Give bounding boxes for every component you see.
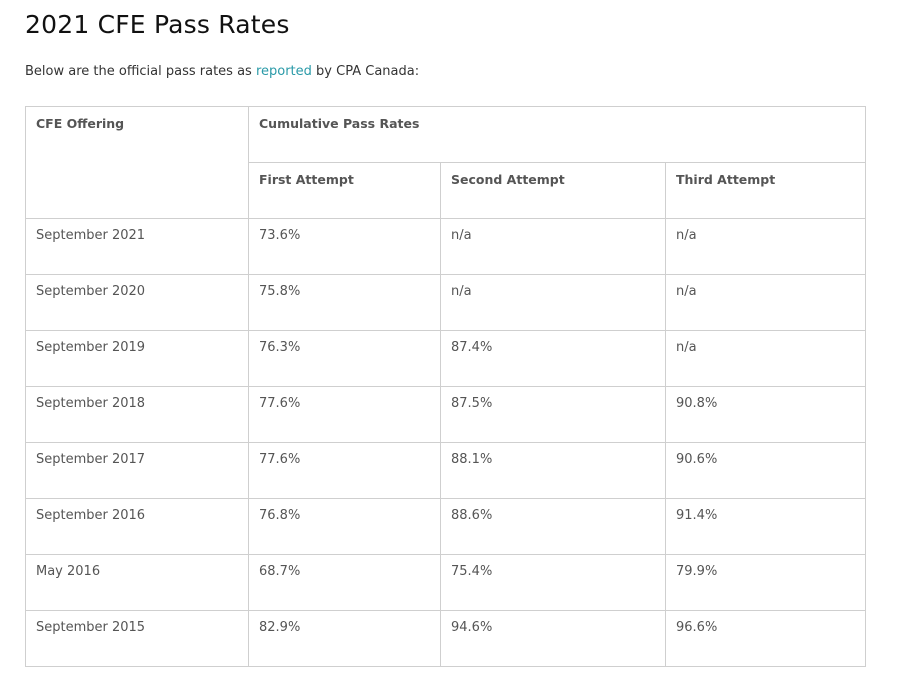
table-cell: n/a: [665, 218, 866, 275]
table-cell: 68.7%: [248, 554, 441, 611]
table-cell: n/a: [665, 330, 866, 387]
table-cell: 75.4%: [440, 554, 666, 611]
header-cell: Second Attempt: [440, 162, 666, 219]
intro: Below are the official pass rates as rep…: [25, 64, 419, 79]
table-row: September 2017 77.6% 88.1% 90.6%: [25, 442, 866, 499]
table-cell: September 2021: [25, 218, 249, 275]
table-row: September 2018 77.6% 87.5% 90.8%: [25, 386, 866, 443]
table-head: CFE Offering Cumulative Pass Rates First…: [25, 106, 866, 219]
table-cell: 75.8%: [248, 274, 441, 331]
table-cell: 91.4%: [665, 498, 866, 555]
table-row: September 2019 76.3% 87.4% n/a: [25, 330, 866, 387]
table-cell: n/a: [665, 274, 866, 331]
table-cell: September 2016: [25, 498, 249, 555]
table-cell: 76.8%: [248, 498, 441, 555]
table-cell: 77.6%: [248, 386, 441, 443]
table-cell: 76.3%: [248, 330, 441, 387]
page-title: 2021 CFE Pass Rates: [25, 10, 290, 39]
table-cell: 87.4%: [440, 330, 666, 387]
table-cell: 88.1%: [440, 442, 666, 499]
table-cell: 79.9%: [665, 554, 866, 611]
table-cell: 87.5%: [440, 386, 666, 443]
table-cell: 90.8%: [665, 386, 866, 443]
table-row: September 2015 82.9% 94.6% 96.6%: [25, 610, 866, 667]
table-row: May 2016 68.7% 75.4% 79.9%: [25, 554, 866, 611]
table-cell: September 2020: [25, 274, 249, 331]
header-row: First Attempt Second Attempt Third Attempt: [26, 162, 866, 219]
table-cell: May 2016: [25, 554, 249, 611]
table-cell: n/a: [440, 218, 666, 275]
table-cell: 90.6%: [665, 442, 866, 499]
header-row: CFE Offering Cumulative Pass Rates: [25, 106, 866, 219]
header-cell: CFE Offering: [25, 106, 249, 219]
table-cell: n/a: [440, 274, 666, 331]
table-cell: 77.6%: [248, 442, 441, 499]
table-cell: September 2019: [25, 330, 249, 387]
link[interactable]: reported: [255, 64, 312, 79]
table-cell: 88.6%: [440, 498, 666, 555]
pass-rate-table: CFE Offering Cumulative Pass Rates First…: [25, 106, 866, 667]
table-cell: September 2017: [25, 442, 249, 499]
table-row: September 2021 73.6% n/a n/a: [25, 218, 866, 275]
table-cell: 94.6%: [440, 610, 666, 667]
table-cell: September 2015: [25, 610, 249, 667]
intro-text: Below are the official pass rates as: [25, 64, 256, 79]
header-cell: Third Attempt: [665, 162, 866, 219]
table-row: September 2016 76.8% 88.6% 91.4%: [25, 498, 866, 555]
table-cell: 82.9%: [248, 610, 441, 667]
table-cell: September 2018: [25, 386, 249, 443]
table-row: September 2020 75.8% n/a n/a: [25, 274, 866, 331]
table-cell: 96.6%: [665, 610, 866, 667]
table-cell: 73.6%: [248, 218, 441, 275]
header-cell: Cumulative Pass Rates: [248, 106, 866, 163]
intro-text: by CPA Canada:: [311, 64, 420, 79]
header-cell: First Attempt: [248, 162, 441, 219]
table-body: September 2021 73.6% n/a n/a September 2020 7…: [25, 218, 866, 667]
